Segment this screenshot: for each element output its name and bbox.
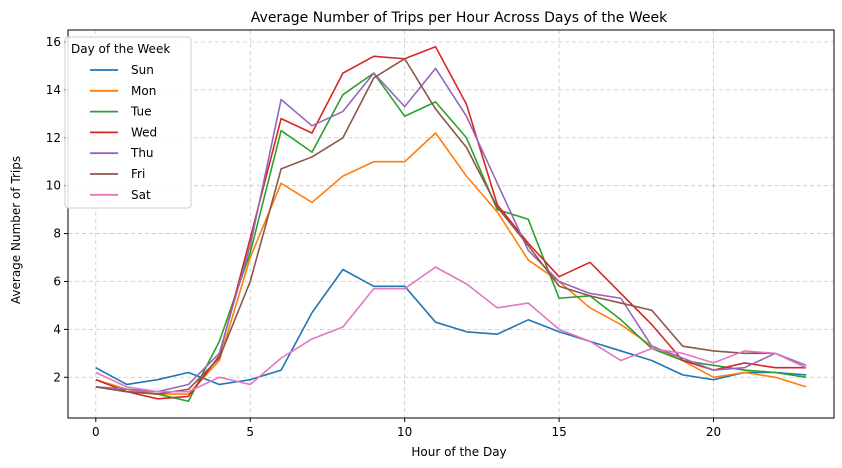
series-lines [95, 45, 807, 403]
y-tick-label: 10 [46, 179, 61, 193]
legend-entry-fri: Fri [131, 167, 145, 181]
y-tick-label: 12 [46, 131, 61, 145]
y-tick-label: 6 [53, 274, 61, 288]
legend-entry-sat: Sat [131, 188, 151, 202]
y-tick-label: 14 [46, 83, 61, 97]
y-axis-label: Average Number of Trips [9, 156, 23, 304]
legend-entry-mon: Mon [131, 84, 156, 98]
legend-entry-thu: Thu [130, 146, 154, 160]
y-tick-label: 8 [53, 227, 61, 241]
series-line-fri [95, 57, 807, 395]
chart-title: Average Number of Trips per Hour Across … [251, 10, 668, 26]
series-line-mon [95, 132, 807, 395]
x-tick-label: 10 [397, 425, 412, 439]
legend-entry-sun: Sun [131, 63, 154, 77]
x-tick-label: 5 [246, 425, 254, 439]
series-line-sun [95, 268, 807, 386]
grid-lines [68, 30, 834, 418]
legend-box [64, 36, 192, 209]
x-tick-label: 20 [706, 425, 721, 439]
legend-entry-tue: Tue [130, 105, 152, 119]
series-line-sat [95, 266, 807, 393]
axis-ticks: 0 5 10 15 20 2 4 6 8 10 12 14 16 [46, 35, 721, 439]
y-tick-label: 2 [53, 370, 61, 384]
legend: Day of the Week Sun Mon Tue Wed Thu Fri Sat [64, 36, 192, 209]
series-line-thu [95, 67, 807, 393]
x-tick-label: 15 [551, 425, 566, 439]
y-tick-label: 16 [46, 35, 61, 49]
y-tick-label: 4 [53, 322, 61, 336]
plot-area [67, 29, 835, 419]
series-line-wed [95, 45, 807, 400]
series-line-tue [95, 72, 807, 403]
x-axis-label: Hour of the Day [411, 445, 506, 459]
legend-title: Day of the Week [71, 42, 170, 56]
legend-entry-wed: Wed [131, 125, 157, 139]
x-tick-label: 0 [92, 425, 100, 439]
